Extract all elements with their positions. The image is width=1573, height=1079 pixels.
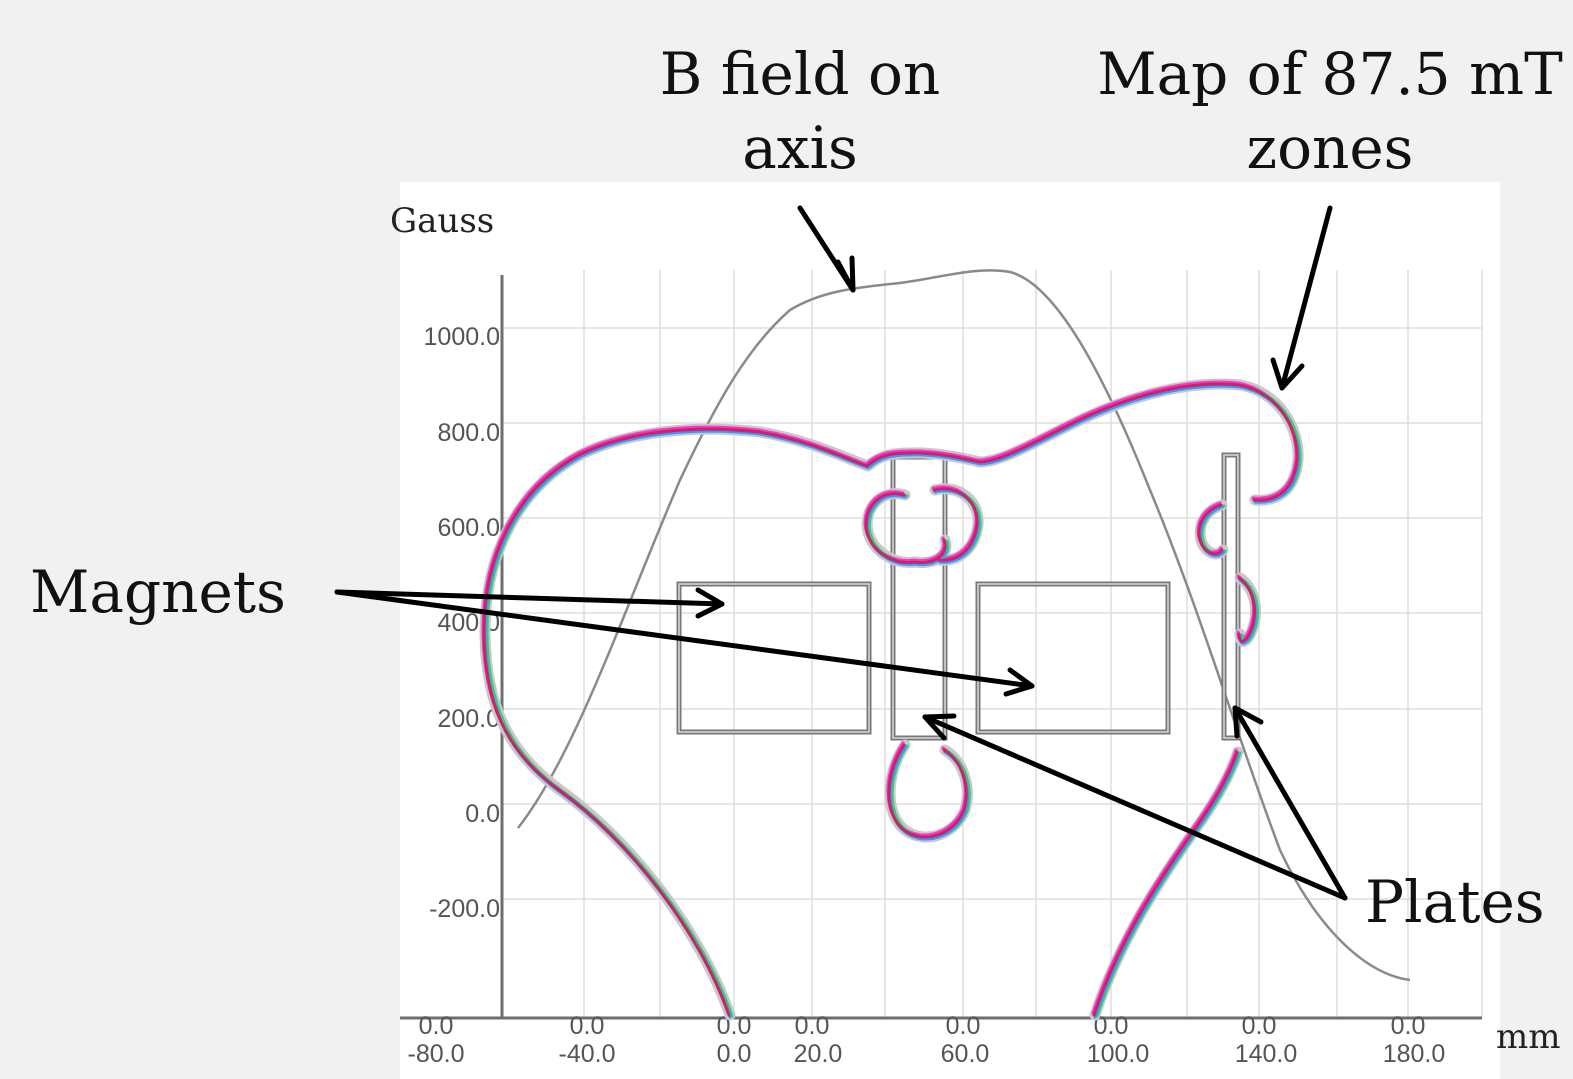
x-tick-label-bottom: 60.0 <box>941 1040 990 1068</box>
x-tick-label-bottom: 100.0 <box>1087 1040 1150 1068</box>
plate-thin-inner <box>1223 454 1239 739</box>
x-tick-label-top: 0.0 <box>795 1012 830 1040</box>
x-tick-label-bottom: -80.0 <box>408 1040 465 1068</box>
x-tick-label-top: 0.0 <box>419 1012 454 1040</box>
magnets <box>676 581 1171 735</box>
arrow-magnet-right <box>334 589 1035 689</box>
b-field-label-line1: B field on <box>660 40 940 108</box>
x-tick-label-bottom: 180.0 <box>1383 1040 1446 1068</box>
magnet-left-inner <box>678 583 870 733</box>
zone-contour-color-layer <box>887 743 968 839</box>
y-unit-label: Gauss <box>390 201 494 241</box>
arrow-zones <box>1279 205 1333 391</box>
y-tick-label: 200.0 <box>437 705 500 733</box>
x-unit-label: mm <box>1496 1017 1560 1057</box>
magnets-label: Magnets <box>30 558 286 626</box>
y-tick-label: 800.0 <box>437 419 500 447</box>
x-tick-label-bottom: 140.0 <box>1235 1040 1298 1068</box>
annotation-arrows <box>334 205 1348 901</box>
y-tick-label: -200.0 <box>429 895 500 923</box>
zone-contours <box>479 378 1304 1021</box>
y-tick-label: 600.0 <box>437 514 500 542</box>
zones-label-line2: zones <box>1247 114 1414 182</box>
arrow-plate-thin-head <box>1232 705 1264 739</box>
y-tick-labels: 1000.0 800.0 600.0 400.0 200.0 0.0 -200.… <box>424 323 500 923</box>
zone-contour-color-layer <box>482 382 1299 1017</box>
x-tick-label-bottom: 20.0 <box>794 1040 843 1068</box>
arrow-zones-head <box>1270 357 1305 391</box>
y-tick-label: 0.0 <box>465 800 500 828</box>
x-tick-labels: 0.0 -80.0 0.0 -40.0 0.0 0.0 0.0 20.0 0.0… <box>408 1012 1446 1068</box>
zone-contour-color-layer <box>1091 748 1238 1015</box>
magnet-right-inner <box>977 583 1169 733</box>
x-tick-label-bottom: -40.0 <box>559 1040 616 1068</box>
x-tick-label-top: 0.0 <box>1391 1012 1426 1040</box>
b-field-label-line2: axis <box>742 114 858 182</box>
x-tick-label-top: 0.0 <box>570 1012 605 1040</box>
x-tick-label-bottom: 0.0 <box>717 1040 752 1068</box>
grid-lines <box>502 270 1483 1018</box>
arrow-magnet-right-head <box>1003 667 1035 697</box>
axes <box>400 275 1482 1020</box>
arrow-plate-wide <box>922 714 1348 901</box>
zone-contour-color-layer <box>1237 576 1257 643</box>
zone-contour-color-layer <box>864 487 979 565</box>
zones-label-line1: Map of 87.5 mT <box>1097 40 1563 108</box>
arrow-magnet-left-head <box>695 587 725 619</box>
zone-contour-color-layer <box>1093 752 1240 1019</box>
arrow-plate-wide-head <box>922 713 957 741</box>
arrow-plate-thin <box>1232 705 1348 901</box>
x-tick-label-top: 0.0 <box>946 1012 981 1040</box>
b-field-curve <box>517 269 1411 982</box>
arrow-b-field-head <box>835 255 856 293</box>
x-tick-label-top: 0.0 <box>1242 1012 1277 1040</box>
zone-contour-color-layer <box>1197 503 1224 556</box>
plates-label: Plates <box>1365 868 1545 936</box>
arrow-magnet-left <box>334 589 725 607</box>
y-tick-label: 1000.0 <box>424 323 500 351</box>
zone-contour-color-layer <box>1092 750 1239 1017</box>
plot-area <box>400 182 1500 1079</box>
